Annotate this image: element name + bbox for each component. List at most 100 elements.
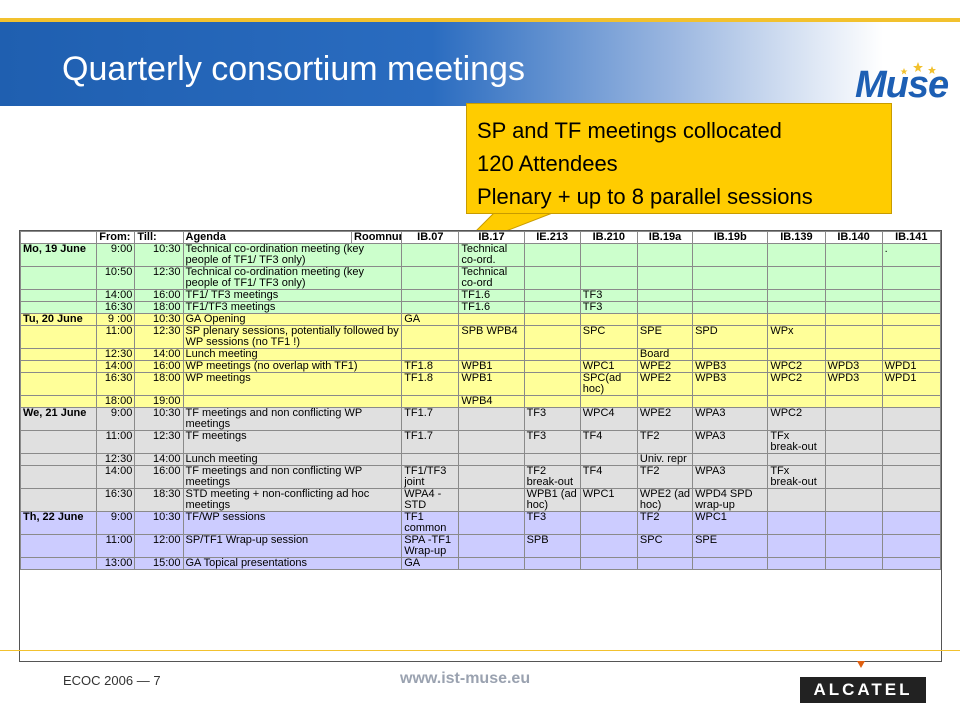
room-cell: TF1.7 — [401, 407, 460, 431]
room-cell: SPE — [692, 534, 769, 558]
agenda-cell: GA Topical presentations — [182, 557, 403, 570]
header-cell — [19, 231, 98, 244]
room-cell: WPB3 — [692, 360, 769, 373]
room-cell: WPA4 - STD — [401, 488, 460, 512]
room-cell: TF2 — [636, 511, 694, 535]
room-cell — [881, 488, 942, 512]
room-cell — [692, 266, 769, 290]
room-cell: WPE2 — [636, 372, 694, 396]
agenda-cell: TF1/TF3 meetings — [182, 301, 403, 314]
room-cell — [881, 557, 942, 570]
room-cell: Technical co-ord. — [458, 243, 525, 267]
room-cell — [523, 301, 581, 314]
day-cell: Tu, 20 June — [19, 313, 98, 326]
room-cell — [881, 453, 942, 466]
header-cell: IB.07 — [401, 231, 460, 244]
bottom-accent-line — [0, 650, 960, 651]
room-cell: TF4 — [579, 430, 638, 454]
room-cell: WPC2 — [767, 407, 826, 431]
table-row: 11:00 12:00 SP/TF1 Wrap-up session SPA -TF1… — [19, 534, 942, 558]
room-cell — [579, 266, 638, 290]
room-cell: TF1.8 — [401, 372, 460, 396]
from-cell: 12:30 — [96, 348, 136, 361]
room-cell — [401, 395, 460, 408]
room-cell — [767, 511, 826, 535]
day-cell — [19, 289, 98, 302]
room-cell: TF1.6 — [458, 301, 525, 314]
triangle-marker-icon — [857, 661, 865, 668]
till-cell: 18:00 — [134, 301, 184, 314]
agenda-cell: SP plenary sessions, potentially followe… — [182, 325, 403, 349]
room-cell — [824, 301, 883, 314]
room-cell — [881, 534, 942, 558]
day-cell — [19, 266, 98, 290]
agenda-cell: TF meetings — [182, 430, 403, 454]
from-cell: 9:00 — [96, 243, 136, 267]
room-cell — [824, 557, 883, 570]
room-cell: WPD3 — [824, 372, 883, 396]
room-cell — [824, 395, 883, 408]
day-cell — [19, 372, 98, 396]
from-cell: 14:00 — [96, 465, 136, 489]
slide-title: Quarterly consortium meetings — [62, 50, 525, 88]
room-cell — [881, 430, 942, 454]
room-cell — [767, 395, 826, 408]
till-cell: 10:30 — [134, 243, 184, 267]
room-cell: WPB3 — [692, 372, 769, 396]
room-cell — [401, 266, 460, 290]
room-cell: TF4 — [579, 465, 638, 489]
room-cell — [636, 313, 694, 326]
room-cell: TF1.6 — [458, 289, 525, 302]
room-cell: WPE2 — [636, 407, 694, 431]
room-cell — [401, 325, 460, 349]
agenda-cell: Lunch meeting — [182, 348, 403, 361]
room-cell: TF3 — [523, 407, 581, 431]
table-row: 13:00 15:00 GA Topical presentations GA — [19, 557, 942, 570]
header-cell: IB.19a — [636, 231, 694, 244]
room-cell — [692, 301, 769, 314]
agenda-cell: TF1/ TF3 meetings — [182, 289, 403, 302]
room-cell — [692, 348, 769, 361]
room-cell: Board — [636, 348, 694, 361]
day-cell: Mo, 19 June — [19, 243, 98, 267]
room-cell: SPD — [692, 325, 769, 349]
room-cell: WPE2 — [636, 360, 694, 373]
table-row: 16:30 18:00 TF1/TF3 meetings TF1.6 TF3 — [19, 301, 942, 314]
agenda-cell: SP/TF1 Wrap-up session — [182, 534, 403, 558]
schedule-table: From: Till: Agenda Roomnumber: IB.07 IB.… — [19, 231, 942, 570]
alcatel-logo: ALCATEL — [800, 677, 926, 703]
room-cell — [523, 348, 581, 361]
room-cell: WPB1 — [458, 372, 525, 396]
table-header-row: From: Till: Agenda Roomnumber: IB.07 IB.… — [19, 231, 942, 244]
room-cell: WPC4 — [579, 407, 638, 431]
room-cell — [767, 453, 826, 466]
room-cell — [523, 395, 581, 408]
room-cell: WPD4 SPD wrap-up — [692, 488, 769, 512]
room-cell — [579, 557, 638, 570]
room-cell — [881, 348, 942, 361]
room-cell — [692, 395, 769, 408]
agenda-cell: TF meetings and non conflicting WP meeti… — [182, 465, 403, 489]
till-cell: 10:30 — [134, 511, 184, 535]
room-cell — [523, 360, 581, 373]
room-cell — [881, 511, 942, 535]
callout-line-1: SP and TF meetings collocated — [477, 118, 782, 143]
room-cell: WPA3 — [692, 407, 769, 431]
day-cell — [19, 557, 98, 570]
room-cell: SPC — [579, 325, 638, 349]
agenda-cell: TF/WP sessions — [182, 511, 403, 535]
room-cell — [636, 289, 694, 302]
table-row: We, 21 June 9:00 10:30 TF meetings and non … — [19, 407, 942, 431]
room-cell — [579, 511, 638, 535]
day-cell — [19, 360, 98, 373]
room-cell: TF1.8 — [401, 360, 460, 373]
header-cell: IB.141 — [881, 231, 942, 244]
room-cell — [767, 488, 826, 512]
callout-line-3: Plenary + up to 8 parallel sessions — [477, 184, 813, 209]
day-cell — [19, 534, 98, 558]
from-cell: 13:00 — [96, 557, 136, 570]
room-cell — [523, 372, 581, 396]
header-cell: Agenda — [182, 231, 353, 244]
room-cell — [458, 407, 525, 431]
room-cell — [636, 266, 694, 290]
